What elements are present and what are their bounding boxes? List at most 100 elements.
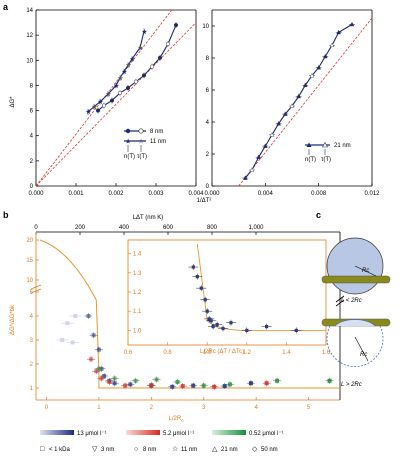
a-right-point-21nm [349, 21, 355, 27]
b-data-point [123, 383, 128, 388]
b-data-point [86, 314, 91, 318]
panel-a-right: 0 2 4 6 8 10 0.000 0.004 0.008 0.012 1/ΔT² 21 nm… [197, 9, 380, 204]
inset-xtick: 1.4 [282, 350, 291, 356]
inset-point [205, 309, 209, 313]
b-ytick: 10 [26, 278, 33, 284]
b-data-point [154, 377, 159, 382]
a-right-point-21nm [296, 93, 301, 99]
legend-11nm-open-marker: ☆ [138, 138, 144, 146]
legend-21nm-filled-marker [306, 142, 312, 147]
a-left-xtick: 0.003 [148, 191, 164, 197]
b-data-point [89, 357, 94, 362]
a-right-point-21nm [336, 29, 341, 35]
colorbar-13 [40, 430, 74, 435]
size-legend-label: 50 nm [261, 447, 278, 453]
a-left-point-11nm: ★ [97, 98, 103, 106]
colorbar-5-2 [126, 430, 160, 435]
b-top-xtick: 600 [163, 225, 174, 231]
a-left-ytick: 12 [26, 33, 33, 39]
a-right-point-21nm [276, 120, 281, 126]
size-legend-symbol: ○ [134, 446, 138, 453]
a-left-xtick: 0.002 [108, 191, 124, 197]
a-left-point-8nm [133, 79, 139, 84]
a-left-xtick: 0.001 [68, 191, 84, 197]
a-left-point-8nm [95, 108, 101, 113]
b-ytick: 1 [30, 386, 34, 392]
b-data-point [107, 380, 112, 384]
inset-point [265, 324, 269, 329]
a-right-ytick: 6 [206, 88, 210, 94]
a-right-point-21nm [263, 143, 268, 148]
inset-point [191, 265, 195, 269]
b-data-point [96, 366, 101, 371]
b-data-point [99, 376, 104, 381]
a-left-ytick: 10 [26, 58, 33, 64]
inset-xtick: 1.0 [203, 350, 212, 356]
inset-point [245, 328, 249, 332]
a-left-point-11nm: ★ [121, 68, 127, 76]
b-xtick: 1 [97, 405, 101, 411]
a-left-point-8nm [141, 73, 147, 78]
b-colorbars: 13 μmol l⁻¹ 5.2 μmol l⁻¹ 0.52 μmol l⁻¹ [40, 430, 284, 437]
a-right-point-21nm [329, 42, 335, 47]
inset-ytick: 1.2 [133, 290, 142, 296]
a-right-ytick: 4 [206, 120, 210, 126]
colorbar-5-2-label: 5.2 μmol l⁻¹ [163, 431, 194, 437]
b-data-point [275, 378, 280, 383]
b-top-xtick: 200 [75, 225, 86, 231]
size-legend-symbol: □ [40, 446, 45, 453]
panel-label-a: a [3, 2, 9, 12]
legend-8nm-filled-marker [125, 128, 131, 134]
b-data-point [96, 347, 101, 352]
b-ytick: 20 [26, 238, 33, 244]
c-bottom-rc-label: Rc [360, 352, 367, 358]
inset-point [209, 319, 213, 323]
b-inset: 1.0 1.1 1.2 1.3 1.4 0.6 0.8 1.0 1.2 1.4 1.6 L/2Rc… [124, 239, 331, 356]
inset-point [203, 298, 207, 302]
a-left-ytick: 8 [30, 83, 34, 89]
inset-point [207, 317, 211, 321]
c-bottom-radius [354, 336, 369, 362]
legend-21nm: 21 nm [334, 143, 351, 149]
legend-n-T: n(T) [124, 154, 135, 160]
a-left-point-11nm: ★ [91, 103, 97, 111]
b-data-point [212, 384, 217, 389]
c-top-plate [321, 275, 391, 284]
inset-ytick: 1.1 [133, 309, 142, 315]
a-left-point-11nm: ★ [105, 91, 111, 99]
b-data-point [191, 383, 196, 388]
a-left-point-8nm [173, 23, 179, 28]
b-top-xtick: 400 [119, 225, 130, 231]
inset-point [199, 286, 203, 290]
inset-point [221, 326, 225, 331]
legend-21nm-tau-T: τ(T) [321, 157, 331, 163]
a-xlabel: 1/ΔT² [197, 198, 212, 204]
a-right-point-21nm [289, 103, 295, 108]
a-left-point-8nm [117, 90, 123, 96]
b-data-point [264, 381, 269, 386]
inset-xlabel: L/2Rc (ΔT / ΔTc) [200, 349, 244, 355]
legend-8nm-open-marker [138, 128, 144, 134]
size-legend-label: 3 nm [101, 447, 114, 453]
b-xtick: 3 [202, 405, 206, 411]
b-xtick: 5 [307, 405, 311, 411]
b-data-point [94, 369, 99, 374]
a-left-point-8nm [165, 41, 171, 46]
a-left-point-8nm [101, 103, 107, 108]
inset-ytick: 1.0 [133, 328, 142, 334]
b-data-point [248, 381, 253, 386]
colorbar-0-52 [212, 430, 246, 435]
c-top-rc-label: Rc [362, 268, 369, 274]
b-ytick: 15 [26, 258, 33, 264]
panel-label-c: c [316, 210, 321, 220]
a-left-ytick: 2 [30, 159, 34, 165]
b-data-point [180, 384, 185, 389]
a-left-point-11nm: ★ [85, 108, 91, 116]
b-top-xtick: 0 [34, 225, 38, 231]
a-left-point-8nm [157, 55, 163, 60]
a-left-legend: 8 nm ★ ☆ 11 nm n(T) τ(T) [124, 128, 166, 160]
a-ylabel: ΔG* [10, 96, 16, 108]
a-right-point-21nm [316, 64, 321, 70]
b-data-point [227, 382, 232, 387]
